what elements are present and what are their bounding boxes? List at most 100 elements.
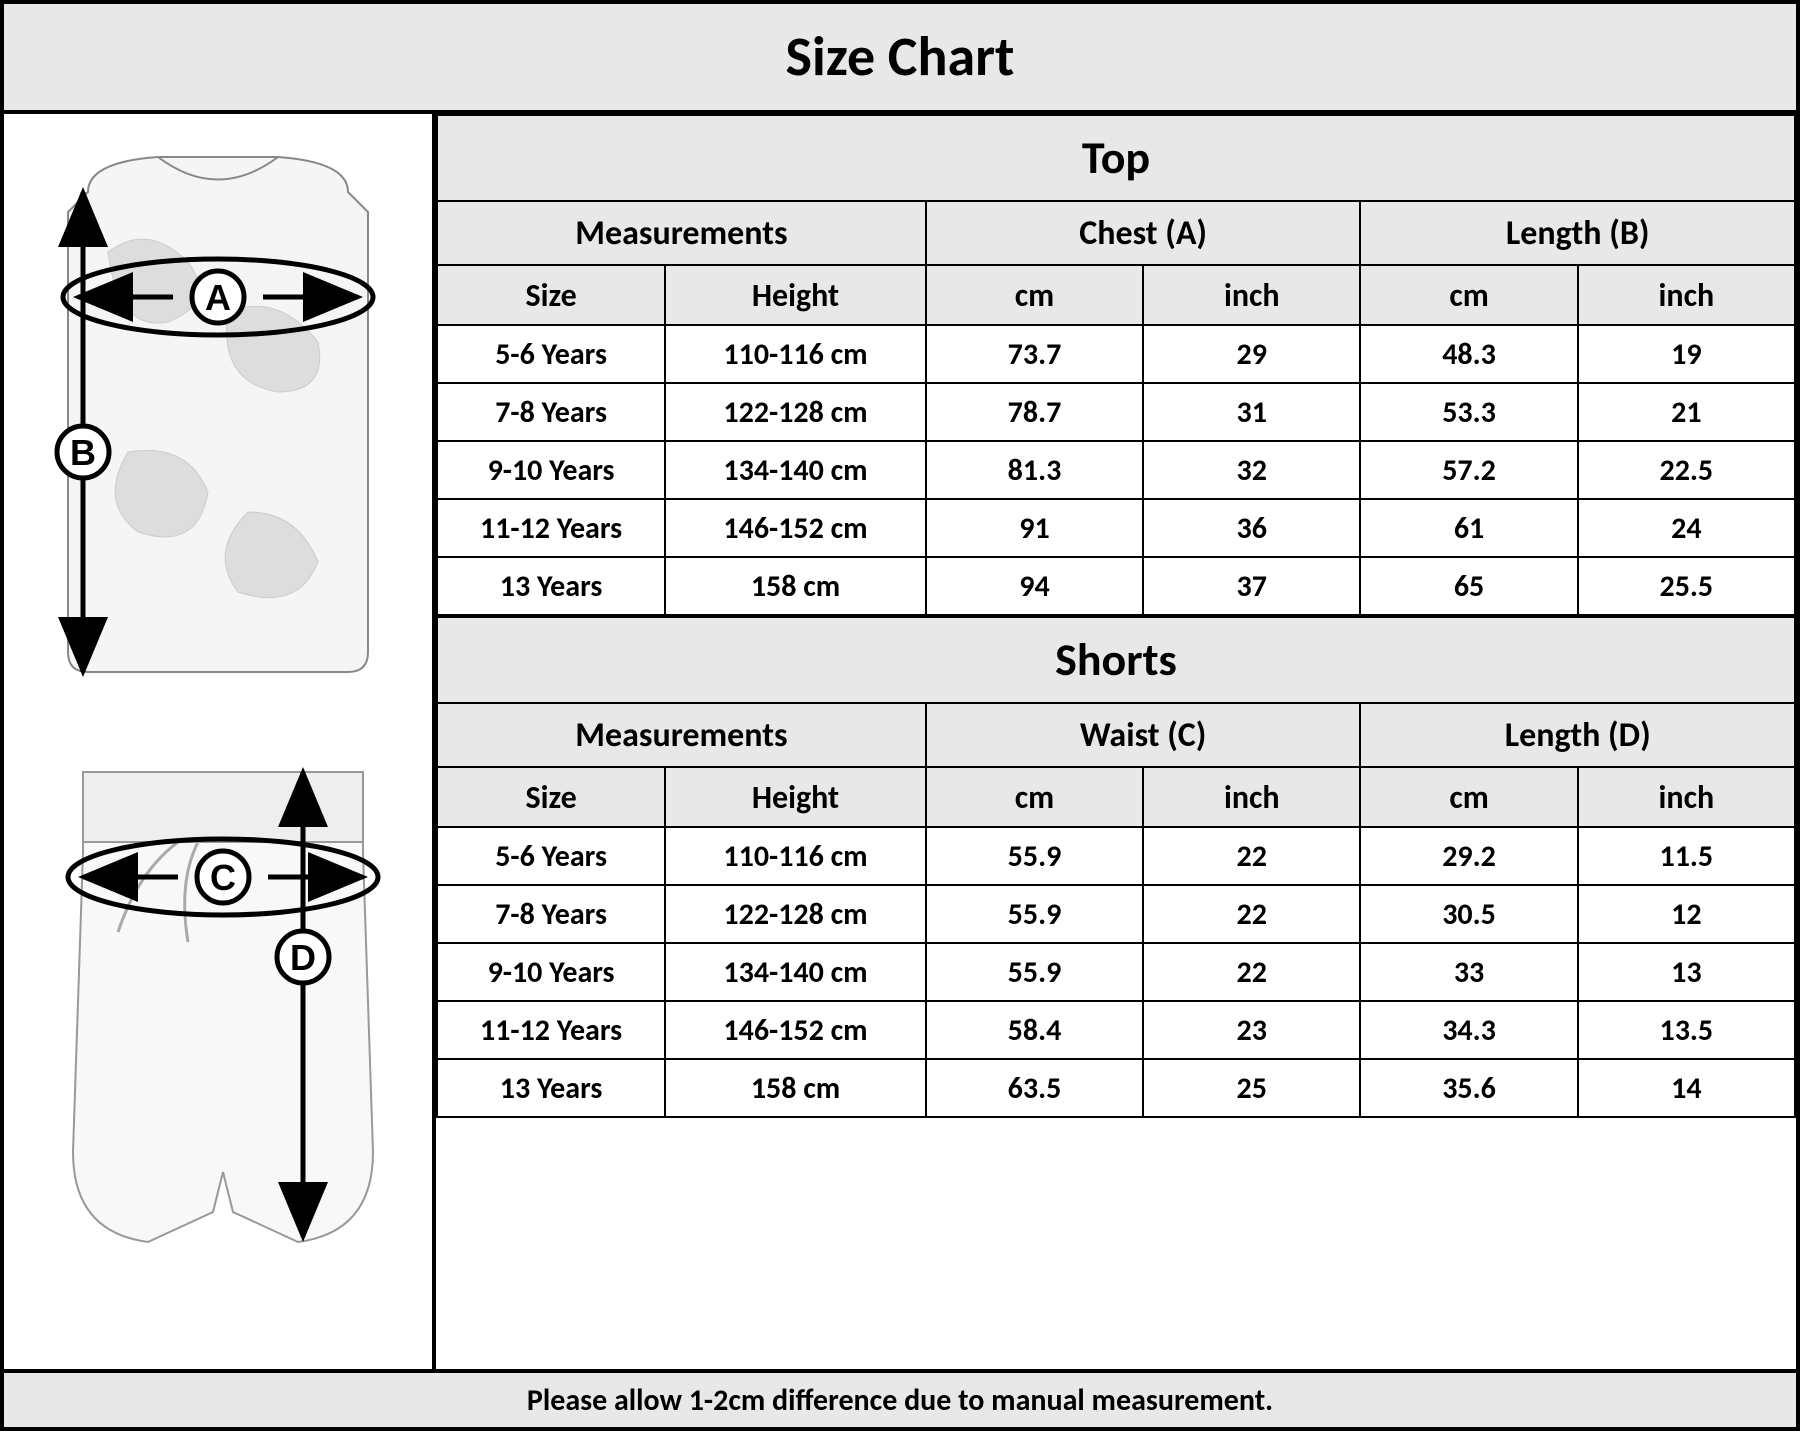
cell-len-cm: 53.3: [1360, 383, 1577, 441]
cell-chest-in: 31: [1143, 383, 1360, 441]
cell-size: 5-6 Years: [437, 325, 665, 383]
cell-len-in: 13: [1578, 943, 1795, 1001]
shorts-size-header: Size: [437, 767, 665, 827]
cell-chest-in: 29: [1143, 325, 1360, 383]
cell-waist-in: 22: [1143, 943, 1360, 1001]
cell-len-cm: 61: [1360, 499, 1577, 557]
table-row: 13 Years 158 cm 63.5 25 35.6 14: [437, 1059, 1795, 1117]
cell-size: 13 Years: [437, 557, 665, 615]
top-size-header: Size: [437, 265, 665, 325]
marker-a-label: A: [205, 277, 231, 318]
cell-len-in: 22.5: [1578, 441, 1795, 499]
table-row: 11-12 Years 146-152 cm 91 36 61 24: [437, 499, 1795, 557]
cell-chest-cm: 81.3: [926, 441, 1143, 499]
cell-len-cm: 29.2: [1360, 827, 1577, 885]
cell-len-in: 19: [1578, 325, 1795, 383]
shorts-length-inch-header: inch: [1578, 767, 1795, 827]
marker-b-label: B: [70, 432, 96, 473]
cell-waist-cm: 63.5: [926, 1059, 1143, 1117]
cell-chest-cm: 91: [926, 499, 1143, 557]
cell-len-cm: 30.5: [1360, 885, 1577, 943]
table-row: 9-10 Years 134-140 cm 81.3 32 57.2 22.5: [437, 441, 1795, 499]
cell-len-cm: 33: [1360, 943, 1577, 1001]
cell-size: 13 Years: [437, 1059, 665, 1117]
top-chest-header: Chest (A): [926, 201, 1361, 265]
cell-len-cm: 34.3: [1360, 1001, 1577, 1059]
cell-len-cm: 35.6: [1360, 1059, 1577, 1117]
top-garment-diagram: A B: [28, 132, 408, 692]
cell-chest-in: 32: [1143, 441, 1360, 499]
cell-chest-cm: 78.7: [926, 383, 1143, 441]
marker-d-label: D: [290, 937, 316, 978]
cell-height: 110-116 cm: [665, 325, 926, 383]
table-row: 7-8 Years 122-128 cm 78.7 31 53.3 21: [437, 383, 1795, 441]
cell-size: 7-8 Years: [437, 885, 665, 943]
cell-len-cm: 48.3: [1360, 325, 1577, 383]
shorts-garment-diagram: C D: [28, 712, 408, 1272]
cell-size: 5-6 Years: [437, 827, 665, 885]
cell-height: 158 cm: [665, 557, 926, 615]
cell-len-in: 14: [1578, 1059, 1795, 1117]
table-row: 7-8 Years 122-128 cm 55.9 22 30.5 12: [437, 885, 1795, 943]
top-length-cm-header: cm: [1360, 265, 1577, 325]
footer-note: Please allow 1-2cm difference due to man…: [4, 1369, 1796, 1427]
cell-size: 11-12 Years: [437, 499, 665, 557]
cell-len-in: 13.5: [1578, 1001, 1795, 1059]
cell-len-in: 25.5: [1578, 557, 1795, 615]
shorts-waist-cm-header: cm: [926, 767, 1143, 827]
cell-chest-in: 37: [1143, 557, 1360, 615]
size-chart-container: Size Chart: [0, 0, 1800, 1431]
cell-waist-cm: 58.4: [926, 1001, 1143, 1059]
top-section-title: Top: [437, 115, 1795, 201]
cell-height: 158 cm: [665, 1059, 926, 1117]
chart-title: Size Chart: [4, 4, 1796, 114]
cell-size: 11-12 Years: [437, 1001, 665, 1059]
table-row: 5-6 Years 110-116 cm 55.9 22 29.2 11.5: [437, 827, 1795, 885]
cell-len-cm: 65: [1360, 557, 1577, 615]
top-length-inch-header: inch: [1578, 265, 1795, 325]
shorts-waist-header: Waist (C): [926, 703, 1361, 767]
cell-waist-in: 25: [1143, 1059, 1360, 1117]
shorts-section-title: Shorts: [437, 617, 1795, 703]
cell-height: 146-152 cm: [665, 499, 926, 557]
top-measurements-header: Measurements: [437, 201, 926, 265]
chart-body: A B: [4, 114, 1796, 1369]
cell-height: 110-116 cm: [665, 827, 926, 885]
cell-waist-in: 23: [1143, 1001, 1360, 1059]
cell-size: 9-10 Years: [437, 943, 665, 1001]
cell-size: 7-8 Years: [437, 383, 665, 441]
cell-len-in: 24: [1578, 499, 1795, 557]
table-row: 13 Years 158 cm 94 37 65 25.5: [437, 557, 1795, 615]
diagram-column: A B: [4, 114, 436, 1369]
marker-c-label: C: [210, 857, 236, 898]
table-row: 11-12 Years 146-152 cm 58.4 23 34.3 13.5: [437, 1001, 1795, 1059]
tables-column: Top Measurements Chest (A) Length (B) Si…: [436, 114, 1796, 1369]
cell-height: 134-140 cm: [665, 943, 926, 1001]
top-chest-cm-header: cm: [926, 265, 1143, 325]
cell-height: 146-152 cm: [665, 1001, 926, 1059]
table-row: 5-6 Years 110-116 cm 73.7 29 48.3 19: [437, 325, 1795, 383]
cell-height: 122-128 cm: [665, 885, 926, 943]
shorts-measurements-header: Measurements: [437, 703, 926, 767]
cell-waist-cm: 55.9: [926, 827, 1143, 885]
shorts-height-header: Height: [665, 767, 926, 827]
cell-waist-cm: 55.9: [926, 885, 1143, 943]
cell-len-cm: 57.2: [1360, 441, 1577, 499]
cell-chest-in: 36: [1143, 499, 1360, 557]
table-row: 9-10 Years 134-140 cm 55.9 22 33 13: [437, 943, 1795, 1001]
cell-chest-cm: 73.7: [926, 325, 1143, 383]
cell-chest-cm: 94: [926, 557, 1143, 615]
top-length-header: Length (B): [1360, 201, 1795, 265]
top-table: Top Measurements Chest (A) Length (B) Si…: [436, 114, 1796, 616]
shorts-length-header: Length (D): [1360, 703, 1795, 767]
cell-size: 9-10 Years: [437, 441, 665, 499]
shorts-waist-inch-header: inch: [1143, 767, 1360, 827]
cell-len-in: 21: [1578, 383, 1795, 441]
top-chest-inch-header: inch: [1143, 265, 1360, 325]
cell-waist-in: 22: [1143, 885, 1360, 943]
top-height-header: Height: [665, 265, 926, 325]
cell-height: 122-128 cm: [665, 383, 926, 441]
cell-waist-cm: 55.9: [926, 943, 1143, 1001]
shorts-table: Shorts Measurements Waist (C) Length (D)…: [436, 616, 1796, 1118]
cell-height: 134-140 cm: [665, 441, 926, 499]
